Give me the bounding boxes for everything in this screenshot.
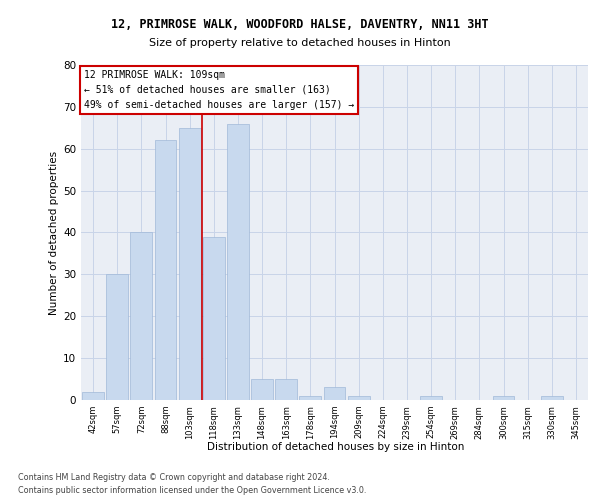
Bar — [82, 392, 104, 400]
Bar — [541, 396, 563, 400]
Bar — [493, 396, 514, 400]
Y-axis label: Number of detached properties: Number of detached properties — [49, 150, 59, 314]
Bar — [299, 396, 321, 400]
Text: Size of property relative to detached houses in Hinton: Size of property relative to detached ho… — [149, 38, 451, 48]
Text: Contains HM Land Registry data © Crown copyright and database right 2024.: Contains HM Land Registry data © Crown c… — [18, 472, 330, 482]
Bar — [179, 128, 200, 400]
Bar — [275, 379, 297, 400]
Bar — [323, 388, 346, 400]
Text: 12 PRIMROSE WALK: 109sqm
← 51% of detached houses are smaller (163)
49% of semi-: 12 PRIMROSE WALK: 109sqm ← 51% of detach… — [83, 70, 354, 110]
Bar — [251, 379, 273, 400]
Text: Distribution of detached houses by size in Hinton: Distribution of detached houses by size … — [208, 442, 464, 452]
Text: Contains public sector information licensed under the Open Government Licence v3: Contains public sector information licen… — [18, 486, 367, 495]
Bar — [227, 124, 249, 400]
Bar — [106, 274, 128, 400]
Bar — [130, 232, 152, 400]
Bar — [348, 396, 370, 400]
Bar — [155, 140, 176, 400]
Text: 12, PRIMROSE WALK, WOODFORD HALSE, DAVENTRY, NN11 3HT: 12, PRIMROSE WALK, WOODFORD HALSE, DAVEN… — [111, 18, 489, 30]
Bar — [420, 396, 442, 400]
Bar — [203, 236, 224, 400]
